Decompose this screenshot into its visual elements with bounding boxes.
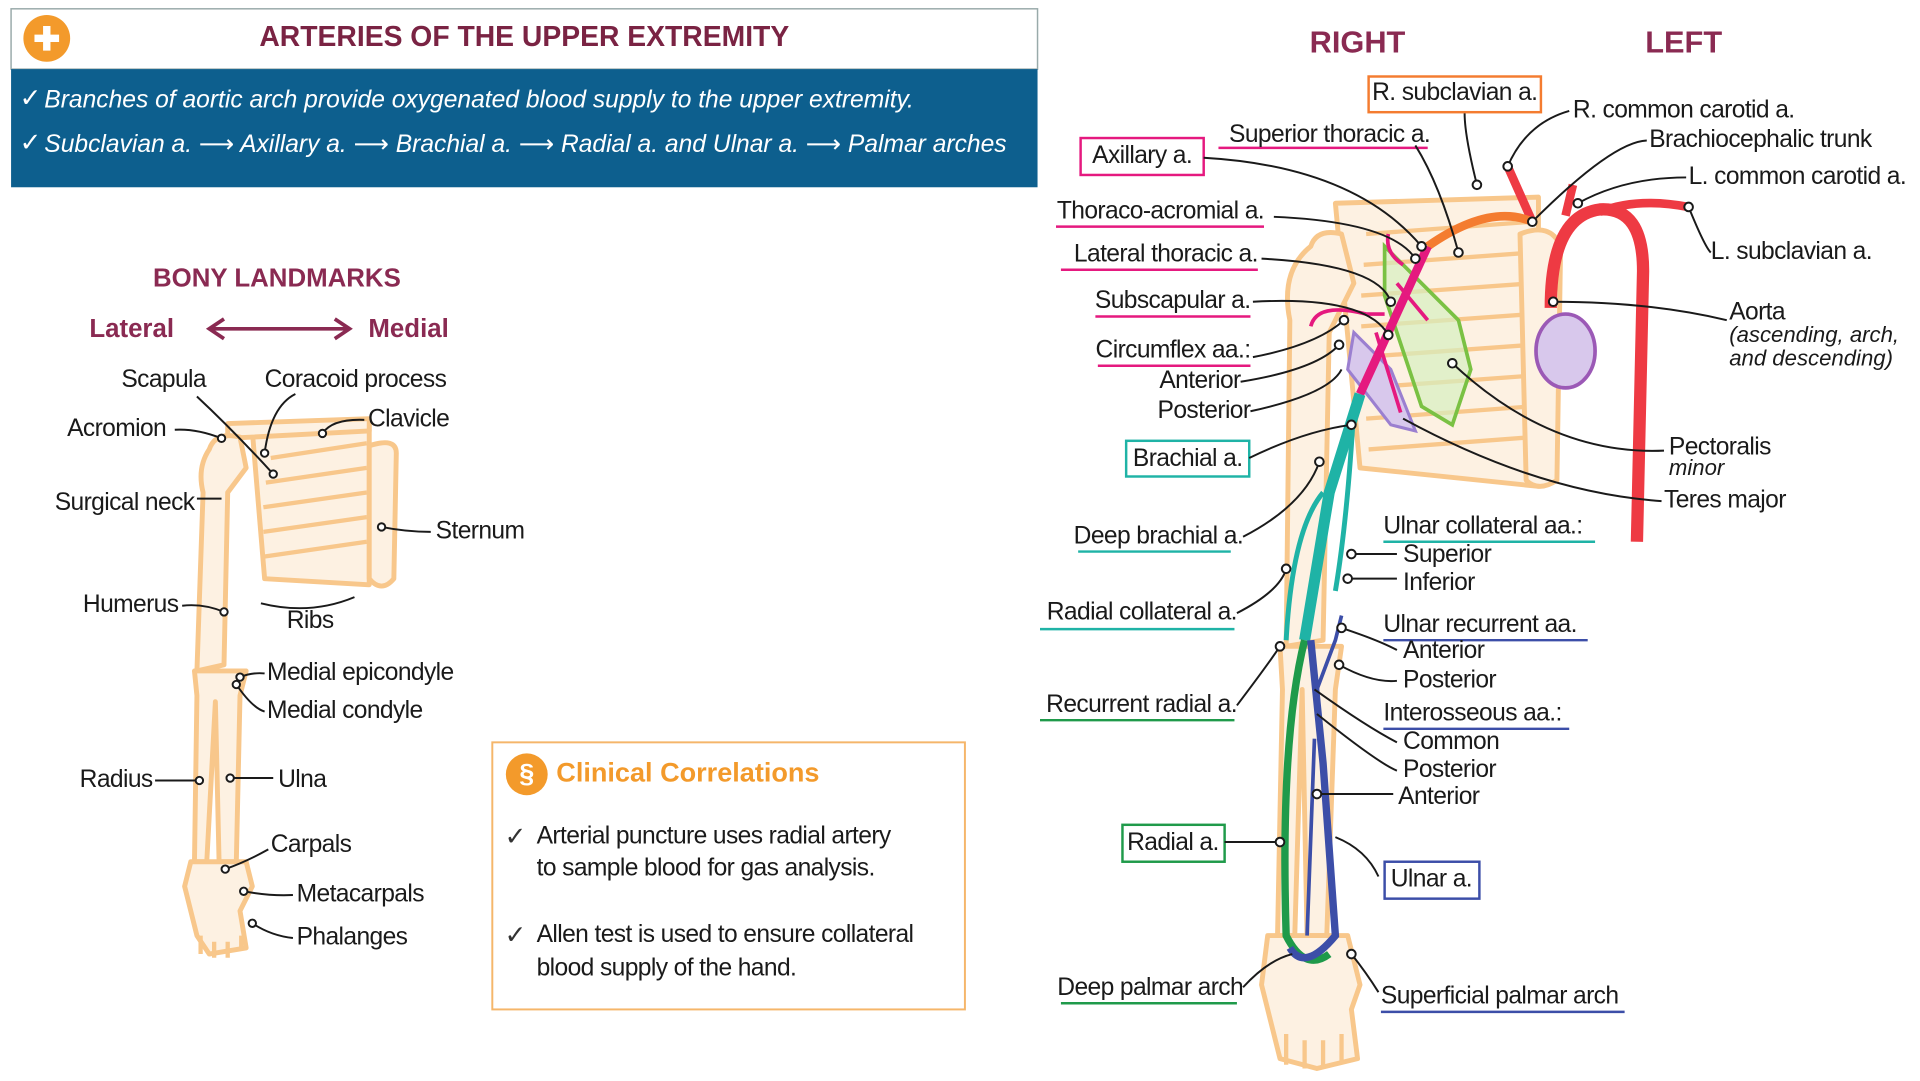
artery-label: Posterior [1403,756,1496,783]
bony-label: Acromion [67,415,166,442]
artery-label: Teres major [1664,487,1786,514]
artery-label: R. subclavian a. [1372,79,1537,106]
artery-label: Deep palmar arch [1057,974,1243,1001]
label-box [1121,823,1226,863]
axillary-branches [1308,233,1430,414]
artery-label: Recurrent radial a. [1046,691,1237,718]
artery-label: Posterior [1403,666,1496,693]
artery-label: Radial collateral a. [1047,599,1237,626]
artery-label: Anterior [1403,637,1485,664]
bony-label: Scapula [121,366,207,393]
artery-label: Posterior [1158,397,1251,424]
axillary [1356,244,1432,396]
ulnar [1286,639,1340,962]
bony-label: Ribs [287,607,334,634]
bony-label: Medial epicondyle [267,659,454,686]
artery-label: Ulnar a. [1391,866,1472,893]
artery-label: Circumflex aa.: [1096,336,1251,363]
brachial-branches [1283,406,1357,641]
label-box [1079,136,1205,177]
bony-title: BONY LANDMARKS [153,264,401,292]
check: ✓ [505,922,527,950]
medial-label: Medial [368,315,448,343]
bony-label: Radius [80,766,153,793]
label-box [1383,860,1481,900]
clinical-icon-glyph: § [519,758,534,789]
artery-label: Thoraco-acromial a. [1057,197,1264,224]
artery-label: Pectoralis [1669,434,1771,461]
artery-label: L. subclavian a. [1711,238,1872,265]
header-point: Subclavian a. ⟶ Axillary a. ⟶ Brachial a… [44,131,1006,158]
heart [1534,312,1597,390]
l-subclavian [1598,198,1690,216]
bony-label: Ulna [278,766,327,793]
check: ✓ [20,85,42,113]
clinical-line: Allen test is used to ensure collateral [537,921,914,948]
header-bar [10,8,1039,70]
r-common-carotid [1503,164,1537,224]
clinical-line: blood supply of the hand. [537,954,797,981]
artery-label: Brachiocephalic trunk [1649,126,1873,153]
clinical-title: Clinical Correlations [556,757,819,788]
clinical-line: Arterial puncture uses radial artery [537,823,892,850]
artery-label: Superficial palmar arch [1381,983,1619,1010]
check: ✓ [505,823,527,851]
bony-label: Surgical neck [55,489,196,516]
artery-label: Anterior [1398,783,1480,810]
artery-label: Aorta [1729,298,1786,325]
underlines [1040,146,1625,1014]
artery-label: Superior [1403,541,1492,568]
artery-label: Deep brachial a. [1074,522,1243,549]
lateral-label: Lateral [89,315,174,343]
bony-label: Humerus [83,591,179,618]
clinical-icon [505,753,548,796]
artery-label: Ulnar recurrent aa. [1383,611,1576,638]
artery-label: Ulnar collateral aa.: [1383,512,1582,539]
header-title: ARTERIES OF THE UPPER EXTREMITY [259,20,789,52]
plus-sign [34,26,60,51]
artery-label: minor [1669,455,1726,480]
r-subclavian [1425,211,1535,250]
bony-label: Phalanges [297,924,408,951]
header-panel [11,69,1038,188]
l-common-carotid [1561,183,1578,217]
bony-label: Coracoid process [265,366,447,393]
bony-label: Medial condyle [267,697,423,724]
artery-label: Axillary a. [1092,142,1192,169]
right-label: RIGHT [1310,25,1406,60]
direction-arrow [205,317,353,341]
check: ✓ [20,129,42,157]
artery-label: Anterior [1159,367,1241,394]
artery-label: Subscapular a. [1095,287,1251,314]
artery-label: Common [1403,728,1499,755]
header-point: Branches of aortic arch provide oxygenat… [44,87,914,114]
artery-label: Interosseous aa.: [1383,700,1561,727]
artery-label: R. common carotid a. [1573,96,1795,123]
bony-label: Sternum [436,517,525,544]
bony-label: Clavicle [368,405,449,432]
artery-label: (ascending, arch, [1729,322,1899,347]
label-box [1124,439,1251,478]
label-box [1367,75,1543,114]
artery-label: Superior thoracic a. [1229,121,1430,148]
clinical-box [491,741,966,1011]
bony-label: Metacarpals [297,880,425,907]
left-label: LEFT [1645,25,1722,60]
artery-label: Lateral thoracic a. [1074,240,1258,267]
artery-label: Radial a. [1127,829,1219,856]
leader-lines [155,110,1727,993]
artery-label: Inferior [1403,569,1475,596]
artery-label: and descending) [1729,345,1893,370]
bony-label: Carpals [271,831,352,858]
skeleton [182,416,399,958]
artery-label: Brachial a. [1133,445,1243,472]
artery-label: L. common carotid a. [1689,163,1906,190]
clinical-line: to sample blood for gas analysis. [537,855,875,882]
